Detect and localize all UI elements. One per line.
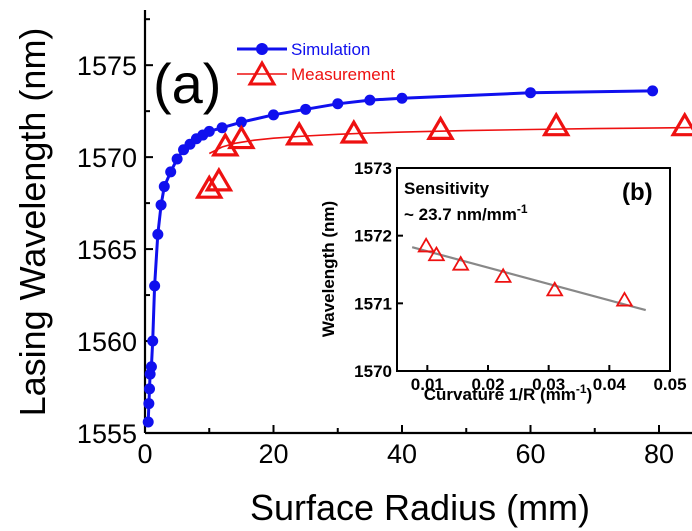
inset-x-tick-label: 0.05 — [653, 375, 686, 394]
legend-measurement-marker — [247, 59, 277, 86]
inset-x-ticks: 0.01 0.02 0.03 0.04 0.05 — [411, 365, 687, 394]
legend-simulation-marker — [256, 43, 268, 55]
simulation-point — [647, 85, 659, 97]
inset-point — [545, 281, 564, 297]
inset-sensitivity-text: ~ 23.7 nm/mm — [404, 205, 517, 224]
legend-simulation-label: Simulation — [291, 40, 370, 59]
main-x-tick-label: 20 — [258, 439, 288, 469]
simulation-point — [525, 87, 536, 99]
main-series — [142, 85, 692, 428]
measurement-point — [210, 131, 240, 157]
simulation-point — [171, 153, 183, 165]
simulation-point — [300, 103, 312, 115]
measurement-point — [426, 115, 455, 140]
main-y-axis-title: Lasing Wavelength (nm) — [12, 28, 53, 417]
simulation-point — [332, 98, 344, 110]
simulation-point — [147, 335, 159, 347]
panel-label-b: (b) — [622, 179, 653, 206]
main-y-tick-label: 1555 — [77, 419, 137, 449]
inset-x-tick-label: 0.02 — [471, 375, 504, 394]
simulation-point — [235, 116, 247, 128]
measurement-fit-line — [208, 126, 692, 155]
inset-x-title-end: ) — [587, 385, 593, 404]
main-y-tick-label: 1570 — [77, 143, 137, 173]
main-x-tick-label: 40 — [387, 439, 417, 469]
measurement-point — [339, 119, 369, 144]
inset-y-axis-title: Wavelength (nm) — [319, 201, 338, 337]
legend: Simulation Measurement — [237, 40, 395, 86]
main-x-tick-label: 0 — [137, 439, 152, 469]
measurement-point — [541, 111, 571, 137]
measurement-point — [227, 124, 256, 150]
inset-y-tick-label: 1571 — [354, 294, 392, 313]
main-x-axis-title: Surface Radius (mm) — [250, 487, 590, 528]
simulation-point — [155, 199, 167, 211]
measurement-point — [194, 174, 224, 199]
inset-background — [396, 167, 671, 372]
simulation-point — [268, 109, 279, 121]
legend-measurement-label: Measurement — [291, 65, 395, 84]
panel-label-a: (a) — [153, 52, 221, 115]
inset-y-ticks: 1570 1571 1572 1573 — [354, 159, 403, 381]
main-plot: 0 20 40 60 80 1555 1560 1565 1570 1575 — [77, 10, 692, 469]
main-x-tick-label: 60 — [515, 439, 545, 469]
simulation-point — [149, 280, 161, 292]
simulation-point — [364, 94, 376, 106]
inset-y-tick-label: 1572 — [354, 227, 392, 246]
inset-plot: 0.01 0.02 0.03 0.04 0.05 1570 1571 1572 1573 Se… — [319, 159, 687, 404]
inset-point — [451, 255, 470, 271]
inset-x-tick-label: 0.03 — [532, 375, 565, 394]
inset-fit-line — [411, 246, 647, 312]
simulation-point — [143, 398, 155, 410]
simulation-point — [165, 166, 177, 178]
simulation-point — [143, 383, 155, 395]
inset-sensitivity-value: ~ 23.7 nm/mm-1 — [404, 202, 528, 224]
inset-y-tick-label: 1573 — [354, 159, 392, 178]
inset-series — [411, 237, 647, 312]
simulation-point — [396, 92, 408, 104]
simulation-point — [203, 125, 215, 137]
main-y-tick-label: 1575 — [77, 51, 137, 81]
main-y-ticks: 1555 1560 1565 1570 1575 — [77, 18, 153, 449]
inset-sensitivity-label: Sensitivity — [404, 179, 490, 198]
inset-x-title-sup: -1 — [576, 382, 587, 396]
inset-point — [427, 245, 446, 262]
inset-x-axis-title: Curvature 1/R (mm-1) — [424, 382, 592, 404]
main-x-tick-label: 80 — [644, 439, 674, 469]
simulation-point — [158, 181, 170, 193]
main-y-tick-label: 1560 — [77, 327, 137, 357]
simulation-point — [142, 416, 154, 428]
inset-point — [615, 291, 634, 307]
main-x-ticks: 0 20 40 60 80 — [137, 425, 674, 469]
simulation-point — [216, 122, 228, 134]
inset-x-title-main: Curvature 1/R (mm — [424, 385, 576, 404]
inset-x-tick-label: 0.01 — [411, 375, 444, 394]
simulation-point — [145, 361, 157, 373]
measurement-point — [284, 120, 314, 146]
measurement-point — [670, 111, 692, 137]
inset-y-tick-label: 1570 — [354, 362, 392, 381]
simulation-point — [152, 228, 164, 240]
main-y-tick-label: 1565 — [77, 235, 137, 265]
inset-x-tick-label: 0.04 — [593, 375, 627, 394]
inset-sensitivity-sup: -1 — [517, 202, 528, 216]
inset-point — [417, 237, 436, 253]
measurement-point — [204, 166, 234, 192]
inset-point — [494, 267, 513, 283]
